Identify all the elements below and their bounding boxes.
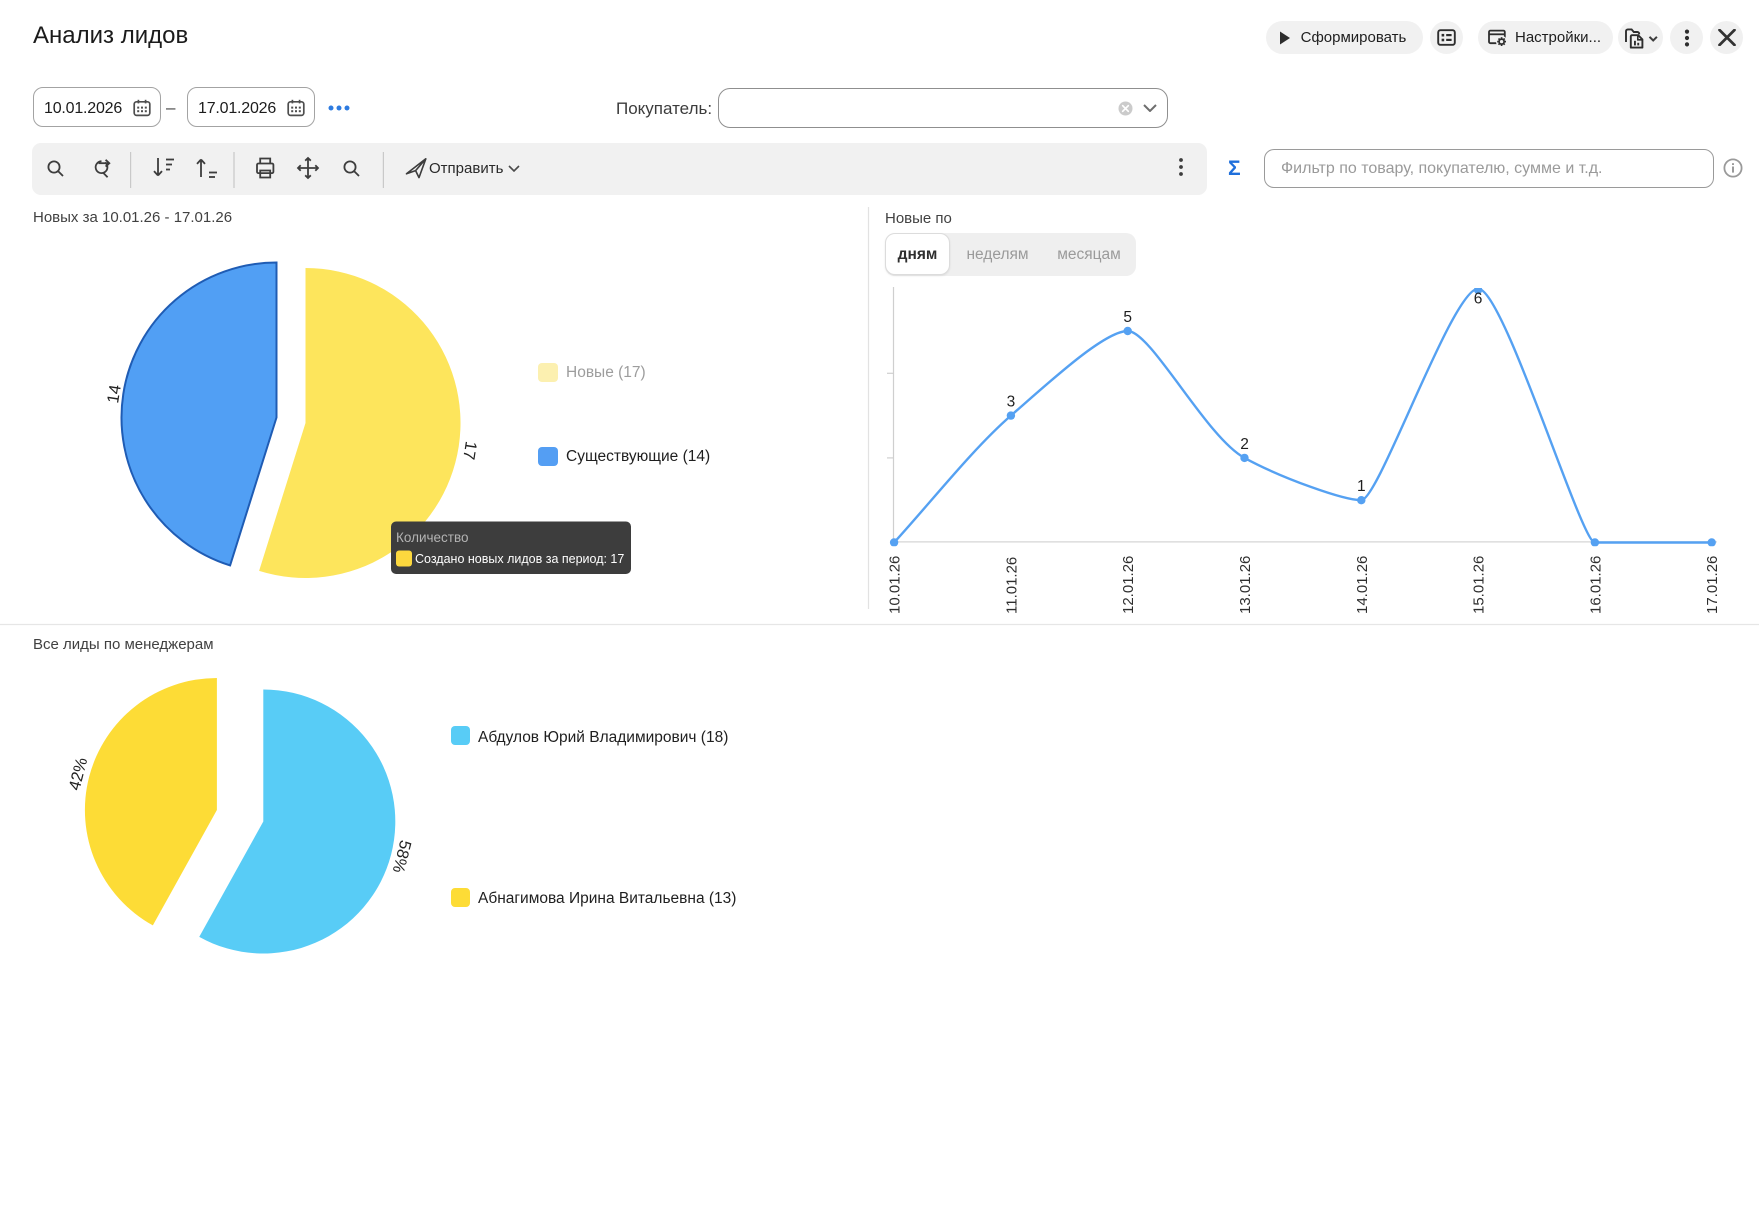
svg-text:14.01.26: 14.01.26 bbox=[1354, 556, 1371, 614]
svg-text:Существующие (14): Существующие (14) bbox=[566, 448, 710, 465]
svg-text:12.01.26: 12.01.26 bbox=[1120, 556, 1137, 614]
svg-text:3: 3 bbox=[1007, 394, 1016, 411]
svg-text:10.01.26: 10.01.26 bbox=[887, 556, 904, 614]
svg-text:6: 6 bbox=[1474, 291, 1483, 308]
svg-text:Количество: Количество bbox=[396, 530, 469, 545]
svg-text:14: 14 bbox=[104, 384, 125, 405]
svg-text:2: 2 bbox=[1240, 436, 1249, 453]
svg-text:17.01.26: 17.01.26 bbox=[1704, 556, 1721, 614]
svg-text:Абдулов Юрий Владимирович (18): Абдулов Юрий Владимирович (18) bbox=[478, 729, 728, 746]
svg-text:Абнагимова Ирина Витальевна (1: Абнагимова Ирина Витальевна (13) bbox=[478, 890, 736, 907]
svg-text:17: 17 bbox=[459, 440, 480, 461]
svg-text:Новые (17): Новые (17) bbox=[566, 364, 646, 381]
svg-text:13.01.26: 13.01.26 bbox=[1237, 556, 1254, 614]
svg-text:1: 1 bbox=[1357, 478, 1366, 495]
svg-text:16.01.26: 16.01.26 bbox=[1587, 556, 1604, 614]
svg-text:15.01.26: 15.01.26 bbox=[1471, 556, 1488, 614]
svg-text:11.01.26: 11.01.26 bbox=[1003, 557, 1020, 614]
svg-text:Создано новых лидов за период:: Создано новых лидов за период: 17 bbox=[415, 552, 624, 566]
svg-text:5: 5 bbox=[1123, 309, 1132, 326]
